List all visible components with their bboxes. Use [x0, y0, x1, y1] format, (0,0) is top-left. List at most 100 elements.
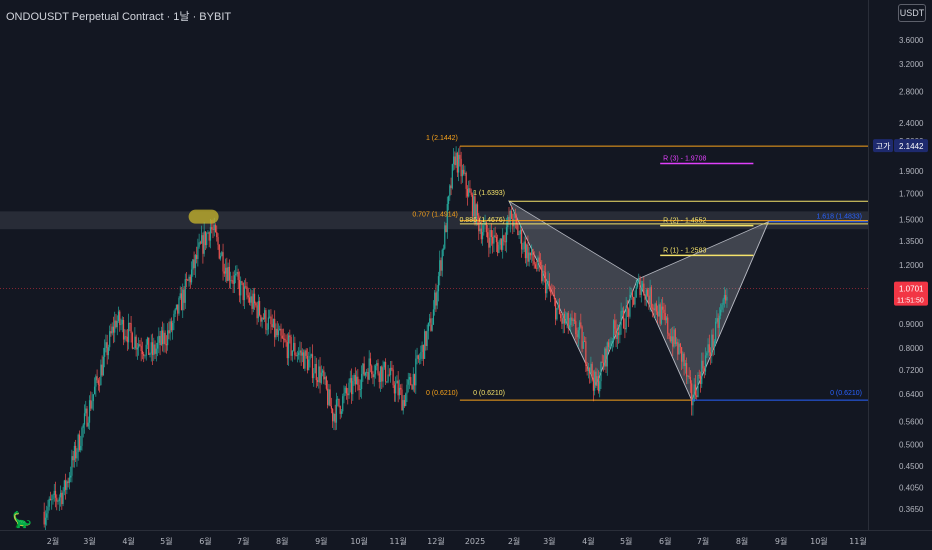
- candle-body: [390, 367, 392, 376]
- candle-body: [447, 196, 450, 204]
- candle-body: [670, 336, 673, 342]
- candle-body: [718, 315, 720, 328]
- candle-body: [625, 306, 627, 330]
- candle-body: [431, 324, 433, 331]
- candle-body: [648, 295, 650, 305]
- candle-body: [95, 376, 97, 387]
- candle-body: [117, 311, 120, 321]
- candle-body: [626, 306, 629, 309]
- candle-body: [590, 363, 592, 374]
- candle-body: [508, 216, 510, 223]
- time-axis[interactable]: [0, 530, 932, 550]
- candle-body: [455, 152, 457, 166]
- currency-button[interactable]: USDT: [898, 4, 926, 22]
- candle-body: [422, 344, 424, 359]
- candle-body: [660, 306, 663, 324]
- candle-body: [87, 422, 89, 427]
- candle-body: [373, 374, 375, 378]
- candle-body: [635, 286, 637, 298]
- candle-body: [405, 393, 407, 407]
- candle-body: [304, 350, 306, 369]
- candle-body: [668, 333, 670, 337]
- candle-body: [582, 341, 584, 349]
- candle-body: [406, 384, 408, 394]
- candle-body: [80, 445, 82, 451]
- candle-body: [510, 211, 513, 219]
- candle-body: [707, 344, 709, 354]
- candle-body: [698, 375, 700, 376]
- candle-body: [133, 348, 135, 349]
- candle-body: [673, 329, 675, 347]
- candle-body: [146, 337, 149, 345]
- candle-body: [102, 356, 104, 376]
- candle-body: [553, 294, 555, 300]
- candle-body: [476, 204, 479, 216]
- candle-body: [344, 387, 346, 393]
- candle-body: [155, 348, 157, 354]
- candle-body: [230, 280, 232, 282]
- candle-body: [265, 310, 267, 330]
- candle-body: [624, 328, 626, 330]
- candle-body: [337, 398, 339, 400]
- candle-body: [189, 276, 191, 283]
- candle-body: [614, 320, 616, 329]
- candle-body: [227, 266, 229, 281]
- candle-body: [558, 304, 560, 315]
- candle-body: [298, 352, 300, 356]
- candle-body: [429, 318, 431, 323]
- candle-body: [193, 259, 195, 269]
- candle-body: [99, 384, 101, 386]
- candle-body: [592, 377, 595, 391]
- candle-body: [407, 379, 409, 385]
- candle-body: [580, 322, 582, 327]
- candle-body: [100, 364, 102, 386]
- candle-body: [629, 294, 631, 317]
- candle-body: [196, 255, 198, 259]
- ext-1618-label: 1.618 (1.4833): [816, 214, 862, 221]
- candle-body: [548, 281, 550, 290]
- candle-body: [694, 384, 697, 396]
- candle-body: [372, 374, 374, 378]
- candle-body: [161, 330, 164, 345]
- candle-body: [547, 281, 549, 283]
- candle-body: [59, 492, 62, 498]
- candle-body: [687, 375, 689, 377]
- candle-body: [208, 232, 210, 241]
- candle-body: [327, 388, 329, 405]
- candle-body: [401, 389, 403, 411]
- candle-body: [334, 413, 336, 423]
- candle-body: [500, 238, 503, 250]
- candle-body: [470, 192, 472, 195]
- candle-body: [151, 342, 154, 355]
- candle-body: [675, 342, 678, 345]
- candle-body: [164, 332, 166, 345]
- candle-body: [291, 350, 293, 356]
- candle-body: [586, 365, 588, 372]
- candle-body: [339, 406, 341, 414]
- candle-body: [507, 216, 509, 228]
- candle-body: [256, 305, 258, 319]
- candle-body: [90, 400, 92, 409]
- candle-body: [720, 309, 722, 316]
- candle-body: [332, 408, 334, 422]
- candle-body: [274, 318, 276, 338]
- candle-body: [130, 323, 132, 334]
- candle-body: [272, 318, 275, 327]
- candle-body: [376, 363, 378, 366]
- candle-body: [350, 378, 353, 395]
- candle-body: [167, 330, 169, 346]
- price-axis[interactable]: [868, 0, 932, 550]
- candle-body: [224, 267, 227, 274]
- candle-body: [388, 374, 390, 376]
- candle-body: [306, 355, 309, 371]
- candle-body: [504, 241, 506, 243]
- candle-body: [245, 286, 247, 288]
- candle-body: [672, 336, 674, 347]
- candle-body: [139, 344, 141, 346]
- candle-body: [81, 427, 83, 446]
- candle-body: [527, 244, 529, 262]
- candle-body: [199, 242, 201, 244]
- candle-body: [169, 321, 171, 334]
